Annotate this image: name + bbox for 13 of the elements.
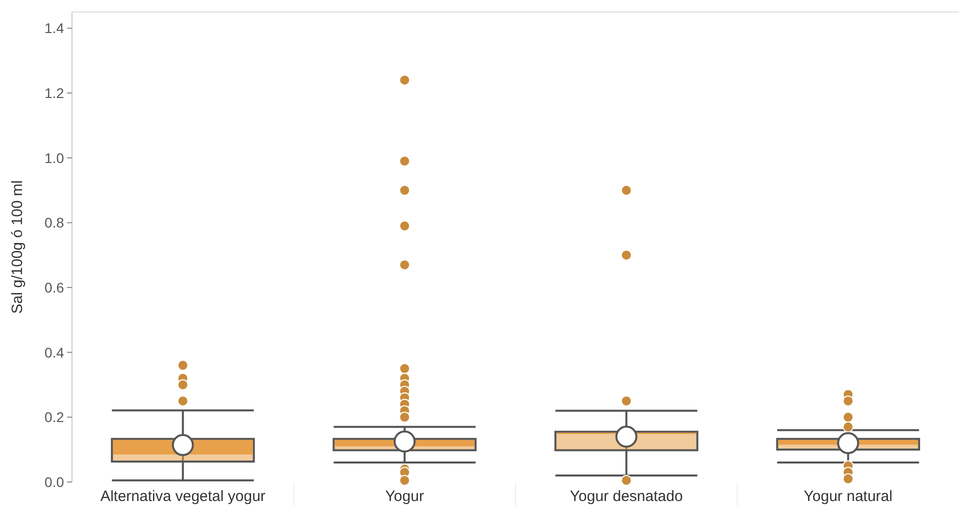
y-tick-label: 0.4 (44, 344, 64, 360)
x-tick-label: Alternativa vegetal yogur (100, 488, 266, 505)
y-tick-label: 0.2 (44, 409, 64, 426)
x-tick-label: Yogur (385, 488, 424, 505)
y-tick-label: 0.8 (44, 214, 64, 231)
y-tick-label: 1.2 (44, 84, 64, 101)
y-tick-label: 0.0 (44, 474, 64, 490)
y-tick-label: 1.4 (44, 20, 64, 36)
y-tick-label: 0.6 (44, 279, 64, 296)
y-axis-title: Sal g/100g ó 100 ml (9, 180, 26, 314)
x-tick-label: Yogur desnatado (570, 488, 683, 505)
x-tick-label: Yogur natural (804, 488, 892, 505)
y-tick-label: 1.0 (44, 150, 64, 166)
